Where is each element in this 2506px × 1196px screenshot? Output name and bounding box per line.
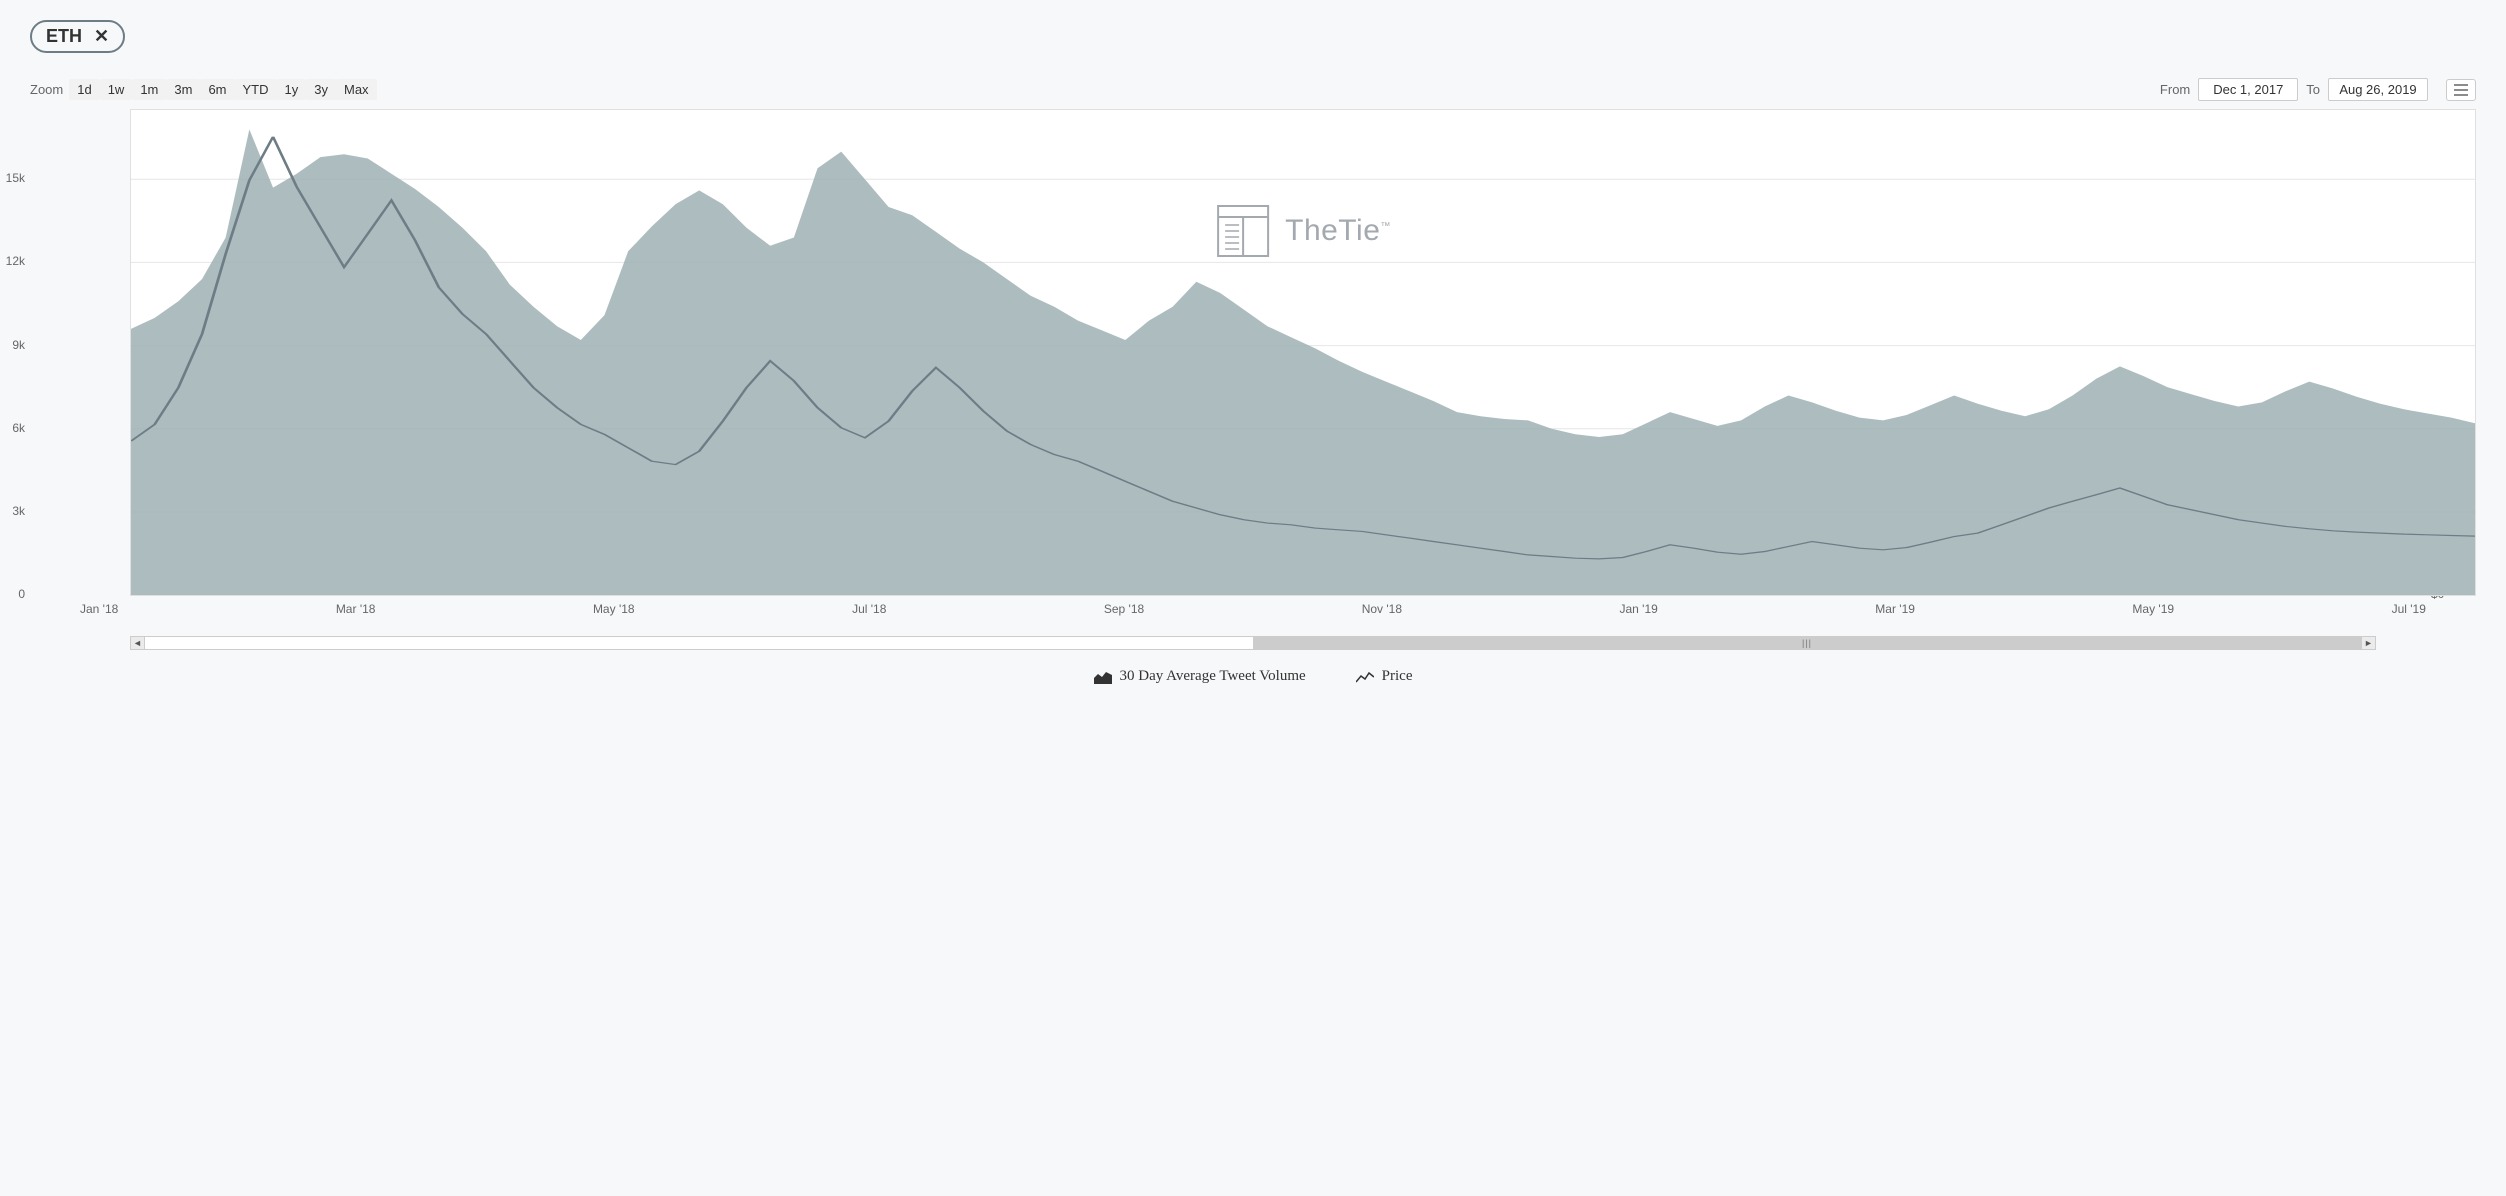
zoom-label: Zoom: [30, 82, 63, 97]
x-tick-label: May '19: [2132, 602, 2174, 616]
from-label: From: [2160, 82, 2190, 97]
x-tick-label: Sep '18: [1104, 602, 1144, 616]
zoom-button-1d[interactable]: 1d: [69, 79, 99, 100]
y-tick-label: 9k: [0, 338, 25, 352]
zoom-button-1y[interactable]: 1y: [277, 79, 307, 100]
x-tick-label: May '18: [593, 602, 635, 616]
x-tick-label: Nov '18: [1362, 602, 1402, 616]
y-tick-label: 3k: [0, 504, 25, 518]
from-date-input[interactable]: [2198, 78, 2298, 101]
line-icon: [1356, 670, 1374, 684]
chart-svg: [131, 110, 2475, 595]
chart-menu-button[interactable]: [2446, 79, 2476, 101]
nav-arrow-right-icon[interactable]: ►: [2361, 637, 2375, 649]
zoom-button-ytd[interactable]: YTD: [235, 79, 277, 100]
nav-arrow-left-icon[interactable]: ◄: [131, 637, 145, 649]
zoom-button-1m[interactable]: 1m: [132, 79, 166, 100]
x-axis: Jan '18 Mar '18 May '18 Jul '18 Sep '18 Nov '…: [80, 596, 2426, 616]
legend-label-2: Price: [1382, 668, 1413, 685]
ticker-symbol: ETH: [46, 26, 82, 47]
y-tick-label: 0: [0, 587, 25, 601]
zoom-button-6m[interactable]: 6m: [200, 79, 234, 100]
y-tick-label: 15k: [0, 171, 25, 185]
zoom-button-3m[interactable]: 3m: [166, 79, 200, 100]
x-tick-label: Jul '18: [852, 602, 886, 616]
area-icon: [1094, 670, 1112, 684]
legend-item-price[interactable]: Price: [1356, 668, 1413, 685]
legend-item-tweet-volume[interactable]: 30 Day Average Tweet Volume: [1094, 668, 1306, 685]
zoom-button-1w[interactable]: 1w: [100, 79, 133, 100]
to-date-input[interactable]: [2328, 78, 2428, 101]
legend-label-1: 30 Day Average Tweet Volume: [1120, 668, 1306, 685]
to-label: To: [2306, 82, 2320, 97]
y-tick-label: 6k: [0, 421, 25, 435]
nav-track[interactable]: |||: [145, 637, 2361, 649]
date-range-group: From To: [2160, 78, 2476, 101]
x-tick-label: Jan '19: [1619, 602, 1657, 616]
x-tick-label: Mar '18: [336, 602, 376, 616]
hamburger-icon: [2453, 84, 2469, 96]
tweet-volume-area: [131, 129, 2475, 595]
x-tick-label: Mar '19: [1875, 602, 1915, 616]
close-icon[interactable]: ✕: [94, 26, 109, 47]
zoom-button-3y[interactable]: 3y: [306, 79, 336, 100]
chart-wrap: 03k6k9k12k15k $0$250$500$750$1k$1.25k Th…: [80, 109, 2426, 650]
zoom-group: Zoom 1d1w1m3m6mYTD1y3yMax: [30, 79, 377, 100]
chart-plot-area[interactable]: TheTie™: [130, 109, 2476, 596]
nav-handle-icon: |||: [1802, 638, 1812, 648]
nav-empty-region: [145, 637, 1253, 649]
y-tick-label: 12k: [0, 254, 25, 268]
x-tick-label: Jan '18: [80, 602, 118, 616]
navigator[interactable]: ◄ ||| ►: [130, 636, 2376, 650]
x-tick-label: Jul '19: [2392, 602, 2426, 616]
ticker-chip[interactable]: ETH ✕: [30, 20, 125, 53]
legend: 30 Day Average Tweet Volume Price: [30, 668, 2476, 685]
y-axis-left: 03k6k9k12k15k: [25, 109, 75, 594]
zoom-button-max[interactable]: Max: [336, 79, 377, 100]
controls-row: Zoom 1d1w1m3m6mYTD1y3yMax From To: [30, 78, 2476, 101]
nav-thumb[interactable]: |||: [1253, 637, 2361, 649]
